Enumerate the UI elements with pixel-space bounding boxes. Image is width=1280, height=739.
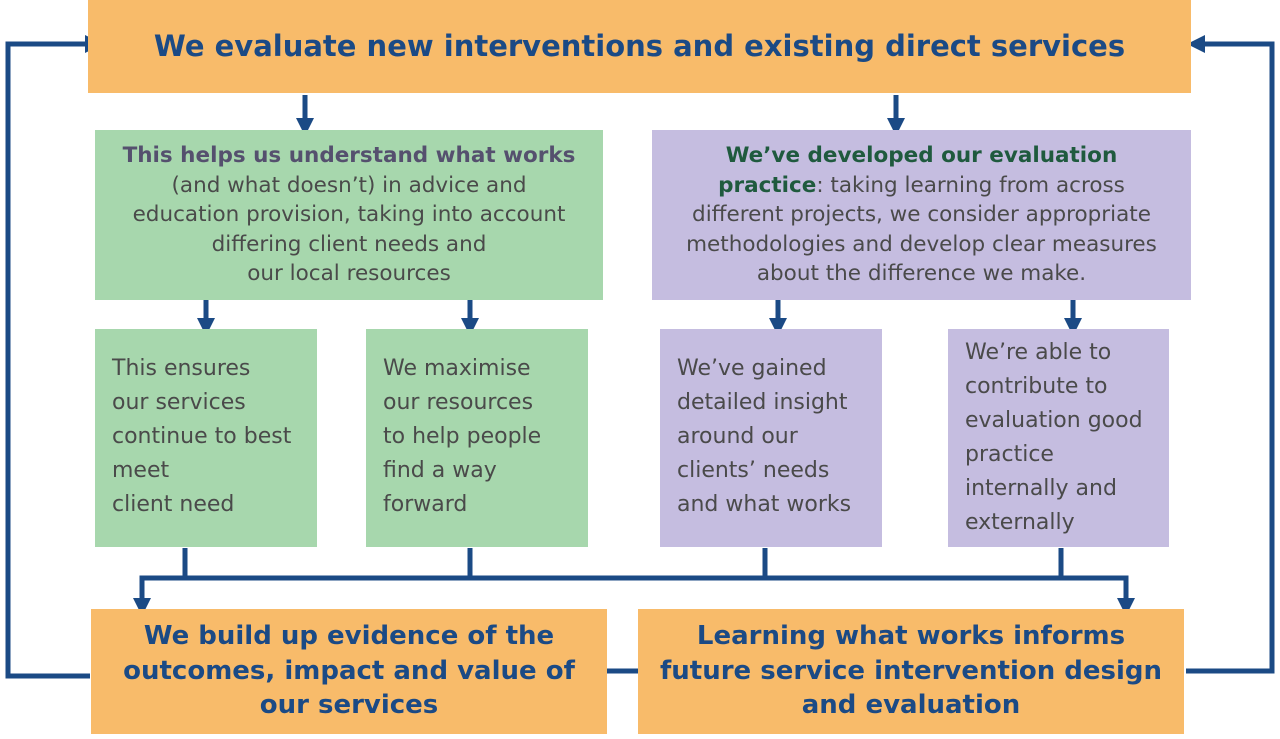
ensures-line: This ensures: [112, 356, 251, 381]
contribute-line: We’re able to: [965, 340, 1112, 365]
maximise-line: forward: [383, 492, 468, 517]
loop-left: [5, 35, 103, 679]
learning-line: and evaluation: [801, 690, 1021, 720]
contribute-line: evaluation good: [965, 408, 1143, 433]
practice-line: about the difference we make.: [756, 261, 1087, 286]
maximise-line: We maximise: [383, 356, 531, 381]
insight-line: detailed insight: [677, 390, 848, 415]
understand-title: This helps us understand what works: [122, 143, 576, 168]
understand-line: our local resources: [247, 261, 451, 286]
practice-title: We’ve developed our evaluation: [725, 143, 1118, 168]
ensures-line: client need: [112, 492, 235, 517]
understand-box: This helps us understand what works (and…: [95, 130, 603, 300]
practice-line: different projects, we consider appropri…: [692, 202, 1151, 227]
maximise-line: our resources: [383, 390, 534, 415]
understand-line: education provision, taking into account: [132, 202, 566, 227]
ensures-line: continue to best: [112, 424, 292, 449]
top-box-title: We evaluate new interventions and existi…: [153, 29, 1126, 63]
insight-line: and what works: [677, 492, 852, 517]
contribute-line: contribute to: [965, 374, 1108, 399]
insight-box: We’ve gained detailed insight around our…: [660, 329, 882, 547]
bus-line-left: [133, 575, 1135, 616]
contribute-line: internally and: [965, 476, 1117, 501]
evidence-line: We build up evidence of the: [143, 621, 555, 651]
contribute-line: externally: [965, 510, 1075, 535]
evidence-box: We build up evidence of the outcomes, im…: [91, 609, 607, 734]
evidence-line: outcomes, impact and value of: [123, 655, 575, 686]
practice-title-word: practice: [718, 172, 817, 198]
contribute-box: We’re able to contribute to evaluation g…: [948, 329, 1169, 547]
insight-line: clients’ needs: [677, 458, 830, 483]
practice-line: : taking learning from across: [816, 172, 1125, 198]
ensures-line: our services: [112, 390, 246, 415]
maximise-line: to help people: [383, 424, 542, 449]
insight-line: around our: [677, 424, 798, 449]
practice-line: methodologies and develop clear measures: [686, 231, 1157, 257]
maximise-box: We maximise our resources to help people…: [366, 329, 588, 547]
contribute-line: practice: [965, 442, 1054, 467]
insight-line: We’ve gained: [677, 356, 827, 381]
learning-line: Learning what works informs: [696, 621, 1126, 651]
understand-line: differing client needs and: [211, 231, 487, 257]
maximise-line: find a way: [383, 458, 497, 483]
understand-line: (and what doesn’t) in advice and: [171, 172, 527, 198]
ensures-line: meet: [112, 458, 170, 483]
top-box: We evaluate new interventions and existi…: [88, 0, 1191, 93]
learning-box: Learning what works informs future servi…: [638, 609, 1184, 734]
loop-right: [1186, 35, 1275, 674]
evidence-line: our services: [259, 690, 439, 720]
learning-line: future service intervention design: [659, 655, 1163, 686]
practice-box: We’ve developed our evaluation practice:…: [652, 130, 1191, 300]
ensures-box: This ensures our services continue to be…: [95, 329, 317, 547]
